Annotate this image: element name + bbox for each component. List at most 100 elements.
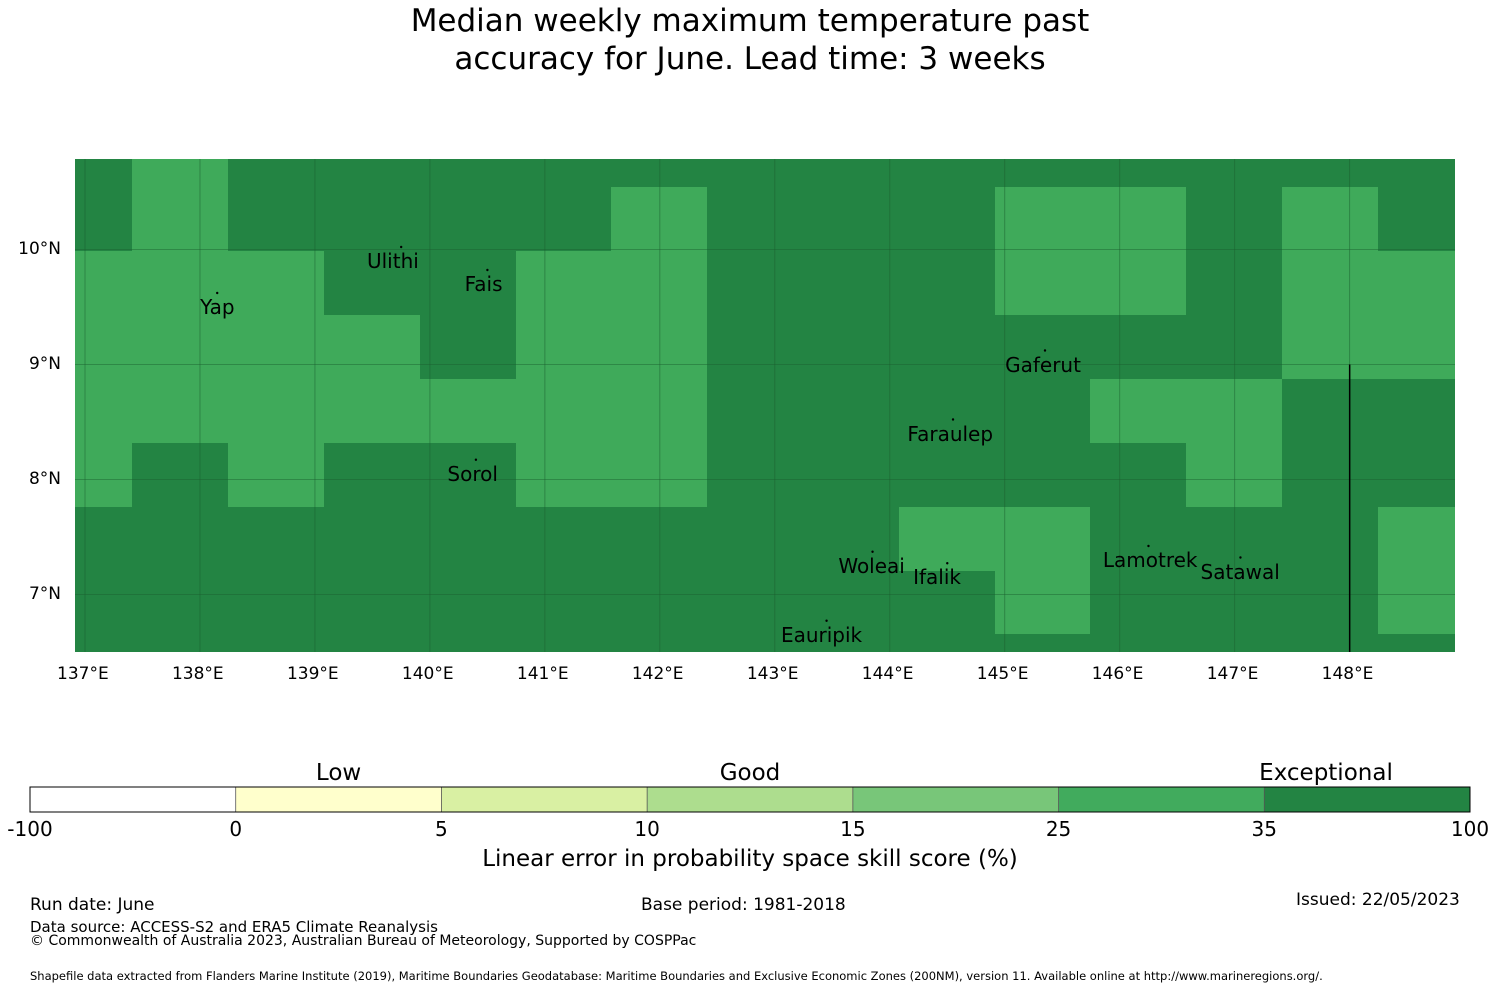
- longitude-label: 138°E: [171, 664, 224, 684]
- skill-cell: [420, 379, 516, 443]
- place-label: Sorol: [447, 461, 498, 486]
- skill-cell: [611, 315, 707, 379]
- skill-cell: [1282, 251, 1378, 315]
- island-marker: [1239, 556, 1242, 559]
- colorbar-segment: [1264, 787, 1470, 812]
- longitude-label: 147°E: [1206, 664, 1259, 684]
- colorbar-segment: [647, 787, 853, 812]
- skill-cell: [324, 315, 420, 379]
- colorbar-segment: [235, 787, 442, 812]
- base-period: Base period: 1981-2018: [641, 895, 846, 915]
- colorbar-label: Linear error in probability space skill …: [482, 846, 1018, 872]
- skill-cell: [75, 443, 132, 507]
- longitude-label: 148°E: [1321, 664, 1374, 684]
- colorbar-category-label: Low: [315, 760, 362, 786]
- longitude-label: 141°E: [516, 664, 569, 684]
- skill-cell: [611, 379, 707, 443]
- longitude-label: 146°E: [1091, 664, 1144, 684]
- island-marker: [1147, 544, 1150, 548]
- skill-cell: [516, 315, 611, 379]
- skill-cell: [995, 251, 1090, 315]
- longitude-label: 144°E: [861, 664, 914, 684]
- latitude-label: 10°N: [18, 238, 61, 259]
- skill-cell: [1378, 571, 1455, 634]
- skill-cell: [132, 379, 228, 443]
- skill-cell: [1378, 315, 1455, 379]
- data-source: Data source: ACCESS-S2 and ERA5 Climate …: [30, 918, 438, 936]
- place-label: Lamotrek: [1102, 548, 1198, 572]
- colorbar-segment: [30, 787, 236, 812]
- latitude-label: 9°N: [28, 353, 61, 374]
- colorbar-frame: [29, 786, 1471, 813]
- skill-cell: [611, 187, 707, 251]
- place-label: Fais: [464, 272, 503, 296]
- island-marker: [1043, 349, 1047, 352]
- skill-cell: [1090, 187, 1186, 251]
- place-label: Woleai: [838, 553, 905, 578]
- colorbar-tick-label: 10: [634, 817, 660, 841]
- place-label: Eauripik: [780, 622, 863, 647]
- skill-cell: [228, 315, 324, 379]
- skill-cell: [75, 379, 132, 443]
- colorbar-category-label: Exceptional: [1259, 760, 1393, 786]
- colorbar-tick-label: 0: [229, 817, 243, 841]
- run-date: Run date: June: [30, 895, 155, 915]
- skill-cell: [516, 251, 611, 315]
- skill-cell: [516, 443, 611, 507]
- place-label: Faraulep: [907, 421, 994, 446]
- skill-cell: [995, 571, 1090, 634]
- shapefile-credit: Shapefile data extracted from Flanders M…: [30, 969, 1323, 983]
- skill-cell: [132, 251, 228, 315]
- skill-cell: [611, 251, 707, 315]
- skill-cell: [228, 251, 324, 315]
- issued-date: Issued: 22/05/2023: [1296, 890, 1460, 910]
- place-label: Ifalik: [913, 565, 961, 590]
- island-marker: [951, 418, 955, 421]
- place-label: Ulithi: [366, 249, 419, 273]
- skill-cell: [228, 443, 324, 507]
- skill-cell: [132, 159, 228, 187]
- skill-cell: [228, 379, 324, 443]
- colorbar-segment: [1058, 787, 1265, 812]
- skill-cell: [899, 507, 995, 571]
- skill-cell: [75, 251, 132, 315]
- skill-cell: [132, 315, 228, 379]
- skill-cell: [995, 507, 1090, 571]
- skill-cell: [1282, 315, 1378, 379]
- colorbar-segment: [852, 787, 1059, 812]
- skill-cell: [1090, 379, 1186, 443]
- island-marker: [216, 291, 219, 295]
- skill-cell: [1186, 379, 1282, 443]
- longitude-label: 137°E: [57, 664, 109, 684]
- colorbar-tick-label: 35: [1251, 817, 1278, 841]
- skill-cell: [1282, 187, 1378, 251]
- colorbar-tick-label: 15: [840, 817, 866, 841]
- skill-cell: [1090, 251, 1186, 315]
- skill-cell: [611, 443, 707, 507]
- island-marker: [474, 458, 478, 461]
- skill-cell: [324, 379, 420, 443]
- colorbar-tick-label: 5: [435, 817, 448, 841]
- longitude-label: 145°E: [976, 664, 1029, 684]
- colorbar-tick-label: 25: [1045, 817, 1072, 841]
- island-marker: [946, 562, 949, 565]
- skill-cell: [995, 187, 1090, 251]
- island-marker: [871, 550, 874, 553]
- island-marker: [825, 619, 828, 622]
- longitude-label: 143°E: [746, 664, 799, 684]
- colorbar-category-label: Good: [719, 760, 781, 786]
- longitude-label: 140°E: [401, 664, 454, 684]
- longitude-label: 142°E: [631, 664, 684, 684]
- skill-cell: [75, 315, 132, 379]
- skill-cell: [516, 379, 611, 443]
- longitude-label: 139°E: [286, 664, 339, 684]
- place-label: Gaferut: [1005, 352, 1081, 377]
- colorbar-tick-label: 100: [1450, 817, 1490, 841]
- colorbar-segment: [441, 787, 648, 812]
- skill-cell: [1378, 507, 1455, 571]
- latitude-label: 7°N: [28, 583, 61, 604]
- skill-cell: [1378, 251, 1455, 315]
- place-label: Yap: [200, 295, 235, 319]
- skill-cell: [1186, 443, 1282, 507]
- island-marker: [399, 245, 403, 249]
